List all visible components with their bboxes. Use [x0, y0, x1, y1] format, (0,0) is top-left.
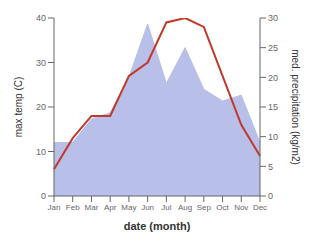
svg-text:10: 10 — [268, 132, 278, 142]
svg-text:20: 20 — [268, 73, 278, 83]
svg-text:max temp (C): max temp (C) — [13, 77, 24, 138]
svg-text:Dec: Dec — [253, 203, 267, 212]
svg-text:25: 25 — [268, 43, 278, 53]
svg-text:Mar: Mar — [85, 203, 99, 212]
svg-text:0: 0 — [268, 191, 273, 201]
svg-text:Nov: Nov — [234, 203, 248, 212]
svg-text:0: 0 — [41, 191, 46, 201]
svg-text:Oct: Oct — [216, 203, 229, 212]
svg-text:15: 15 — [268, 102, 278, 112]
svg-text:May: May — [121, 203, 136, 212]
svg-text:30: 30 — [268, 13, 278, 23]
svg-text:Jul: Jul — [161, 203, 171, 212]
svg-text:med. precipitation (kg/m2): med. precipitation (kg/m2) — [290, 49, 301, 165]
svg-text:Feb: Feb — [66, 203, 80, 212]
svg-text:Aug: Aug — [178, 203, 192, 212]
svg-text:Jun: Jun — [141, 203, 154, 212]
svg-text:date (month): date (month) — [124, 220, 191, 232]
svg-text:30: 30 — [36, 58, 46, 68]
svg-text:40: 40 — [36, 13, 46, 23]
svg-text:10: 10 — [36, 147, 46, 157]
svg-text:5: 5 — [268, 162, 273, 172]
svg-text:Apr: Apr — [104, 203, 117, 212]
svg-text:Jan: Jan — [48, 203, 61, 212]
svg-text:Sep: Sep — [197, 203, 212, 212]
svg-text:20: 20 — [36, 102, 46, 112]
